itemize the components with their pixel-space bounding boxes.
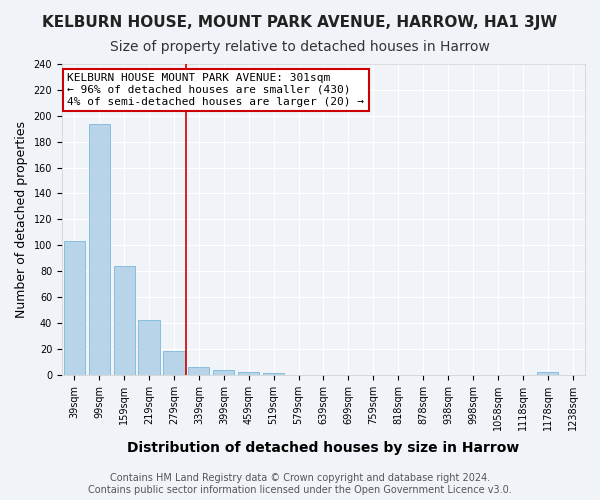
Bar <box>139 320 160 375</box>
Bar <box>213 370 235 375</box>
Y-axis label: Number of detached properties: Number of detached properties <box>15 121 28 318</box>
Text: KELBURN HOUSE MOUNT PARK AVENUE: 301sqm
← 96% of detached houses are smaller (43: KELBURN HOUSE MOUNT PARK AVENUE: 301sqm … <box>67 74 364 106</box>
Text: Size of property relative to detached houses in Harrow: Size of property relative to detached ho… <box>110 40 490 54</box>
Bar <box>163 352 185 375</box>
Bar <box>188 367 209 375</box>
Bar <box>238 372 259 375</box>
X-axis label: Distribution of detached houses by size in Harrow: Distribution of detached houses by size … <box>127 441 520 455</box>
Text: Contains HM Land Registry data © Crown copyright and database right 2024.
Contai: Contains HM Land Registry data © Crown c… <box>88 474 512 495</box>
Text: KELBURN HOUSE, MOUNT PARK AVENUE, HARROW, HA1 3JW: KELBURN HOUSE, MOUNT PARK AVENUE, HARROW… <box>43 15 557 30</box>
Bar <box>537 372 558 375</box>
Bar <box>89 124 110 375</box>
Bar <box>113 266 135 375</box>
Bar <box>64 242 85 375</box>
Bar <box>263 374 284 375</box>
